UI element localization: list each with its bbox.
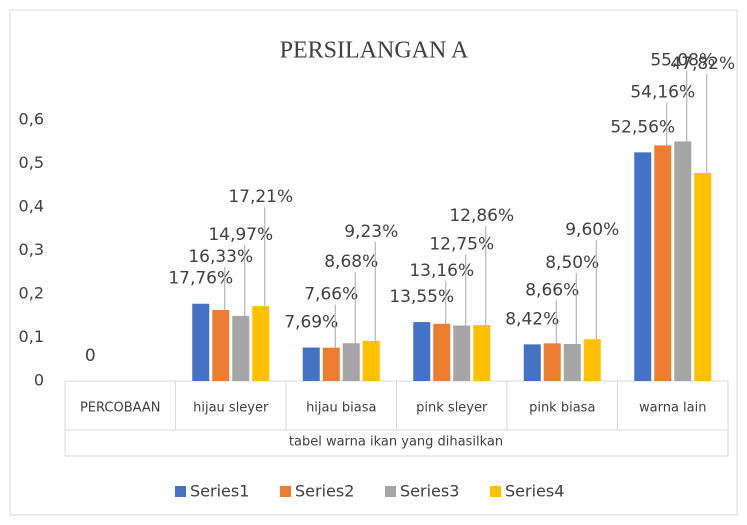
legend-label: Series2 — [295, 482, 354, 501]
bar — [473, 325, 491, 381]
data-label: 0 — [85, 346, 96, 366]
y-tick-label: 0,3 — [19, 240, 44, 259]
data-label: 8,50% — [545, 253, 599, 273]
bar — [322, 347, 340, 381]
data-label: 52,56% — [610, 117, 675, 137]
data-label: 8,66% — [525, 280, 579, 300]
data-label: 12,86% — [449, 206, 514, 226]
legend-label: Series3 — [400, 482, 459, 501]
data-label: 7,66% — [304, 285, 358, 305]
data-label: 17,76% — [168, 269, 233, 289]
data-label: 16,33% — [188, 247, 253, 267]
y-tick-label: 0 — [34, 371, 44, 390]
x-tick-label: pink sleyer — [416, 401, 488, 416]
bar — [654, 145, 672, 381]
legend-swatch — [490, 486, 501, 497]
bar — [433, 323, 451, 381]
y-tick-label: 0,2 — [19, 284, 44, 303]
bar — [694, 172, 712, 381]
y-tick-label: 0,6 — [19, 110, 44, 129]
x-tick-label: PERCOBAAN — [80, 401, 161, 416]
data-label: 17,21% — [228, 187, 293, 207]
y-tick-label: 0,4 — [19, 197, 44, 216]
bar — [302, 347, 320, 381]
bar — [362, 340, 380, 381]
legend-label: Series4 — [505, 482, 564, 501]
data-label: 54,16% — [630, 82, 695, 102]
legend-label: Series1 — [190, 482, 249, 501]
data-label: 13,55% — [389, 287, 454, 307]
data-label: 14,97% — [208, 225, 273, 245]
legend-swatch — [280, 486, 291, 497]
data-label: 55,08% — [650, 50, 715, 70]
bar — [563, 344, 581, 381]
bar — [212, 309, 230, 381]
bar — [583, 339, 601, 381]
bar — [252, 306, 270, 381]
bar — [232, 315, 250, 381]
bar — [543, 343, 561, 381]
data-label: 12,75% — [429, 235, 494, 255]
data-label: 13,16% — [409, 261, 474, 281]
y-tick-label: 0,1 — [19, 327, 44, 346]
x-tick-label: warna lain — [639, 401, 706, 416]
bar — [674, 141, 692, 381]
bar — [342, 343, 360, 381]
chart-title: PERSILANGAN A — [280, 38, 469, 64]
x-tick-label: hijau sleyer — [193, 401, 269, 416]
bar — [453, 325, 471, 381]
bar — [523, 344, 541, 381]
x-axis-title: tabel warna ikan yang dihasilkan — [289, 435, 503, 450]
data-label: 7,69% — [284, 313, 338, 333]
legend-swatch — [175, 486, 186, 497]
data-label: 9,60% — [565, 220, 619, 240]
data-label: 9,23% — [344, 222, 398, 242]
bar — [634, 152, 652, 381]
x-tick-label: hijau biasa — [306, 401, 376, 416]
data-label: 8,68% — [324, 252, 378, 272]
bar — [413, 322, 431, 381]
data-label: 8,42% — [505, 309, 559, 329]
legend-swatch — [385, 486, 396, 497]
data-label: 47,82% — [670, 54, 735, 74]
chart-border — [9, 9, 738, 516]
x-tick-label: pink biasa — [529, 401, 595, 416]
y-tick-label: 0,5 — [19, 153, 44, 172]
bar — [192, 303, 210, 381]
